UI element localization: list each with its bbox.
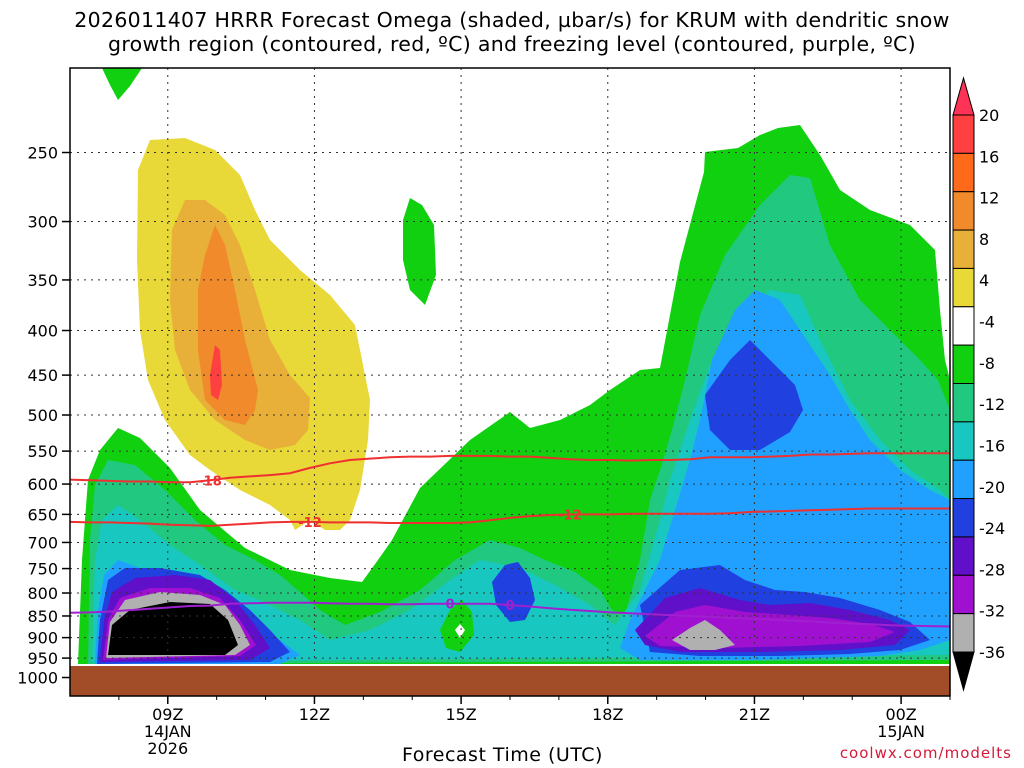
shade-pos16 <box>210 345 222 400</box>
y-tick-label: 850 <box>27 607 58 626</box>
y-axis: 250 300 350 400 450 500 550 600 650 700 750 800 850 9… <box>17 144 70 688</box>
colorbar-label: -12 <box>979 395 1005 414</box>
y-tick-label: 1000 <box>17 669 58 688</box>
contours: -18 -12 -12 0 0 <box>69 452 951 628</box>
chart-title-line2: growth region (contoured, red, ºC) and f… <box>108 32 916 56</box>
y-tick-label: 800 <box>27 584 58 603</box>
shade-neg4-topleft <box>102 68 142 100</box>
credit-text: coolwx.com/modelts <box>839 744 1012 762</box>
x-tick-date: 15JAN <box>877 722 925 741</box>
shade-neg4-upper <box>403 198 436 305</box>
colorbar-label: -36 <box>979 643 1005 662</box>
y-tick-label: 500 <box>27 406 58 425</box>
y-tick-label: 650 <box>27 505 58 524</box>
colorbar-label: 16 <box>979 147 999 166</box>
omega-shading <box>70 68 950 696</box>
colorbar-label: 4 <box>979 271 989 290</box>
colorbar-label: -20 <box>979 478 1005 497</box>
grid <box>70 68 950 661</box>
contour-line <box>69 601 951 628</box>
colorbar-band <box>952 536 975 576</box>
colorbar-label: 20 <box>979 106 999 125</box>
colorbar-band <box>952 152 975 193</box>
shade-neg36-gray-right <box>672 620 735 650</box>
contour-label: 0 <box>505 599 514 614</box>
y-tick-label: 250 <box>27 144 58 163</box>
colorbar-band <box>952 306 975 346</box>
y-tick-label: 700 <box>27 533 58 552</box>
colorbar-label: -24 <box>979 519 1005 538</box>
shade-neg20-right <box>705 340 803 450</box>
colorbar-band <box>952 191 975 231</box>
colorbar-band <box>952 267 975 308</box>
shade-black-left <box>108 602 238 655</box>
x-tick-label: 21Z <box>739 705 770 724</box>
colorbar-label: -16 <box>979 436 1005 455</box>
colorbar-label: -28 <box>979 560 1005 579</box>
y-tick-label: 950 <box>27 649 58 668</box>
contour-label: 0 <box>445 598 454 613</box>
colorbar-band <box>952 229 975 269</box>
colorbar-label: 8 <box>979 230 989 249</box>
x-tick-year: 2026 <box>147 739 188 758</box>
colorbar-label: -4 <box>979 313 995 332</box>
chart-title-line1: 2026011407 HRRR Forecast Omega (shaded, … <box>74 8 950 32</box>
colorbar: 20 16 12 8 4 -4 -8 -12 -16 -20 -24 -28 -32 -36 <box>952 76 1005 692</box>
colorbar-band <box>952 613 975 653</box>
y-tick-label: 550 <box>27 442 58 461</box>
y-tick-label: 450 <box>27 366 58 385</box>
colorbar-band <box>952 114 975 154</box>
colorbar-band <box>952 459 975 500</box>
contour-label: -18 <box>198 474 222 489</box>
colorbar-band <box>952 498 975 538</box>
chart-title: 2026011407 HRRR Forecast Omega (shaded, … <box>0 8 1024 56</box>
x-tick-label: 12Z <box>299 705 330 724</box>
x-tick-label: 18Z <box>592 705 623 724</box>
colorbar-band <box>952 383 975 423</box>
y-tick-label: 750 <box>27 560 58 579</box>
x-tick-label: 00Z <box>885 705 916 724</box>
contour-line <box>69 507 950 527</box>
colorbar-label: -8 <box>979 354 995 373</box>
shade-mid-green-blob <box>440 600 474 652</box>
colorbar-band <box>952 574 975 615</box>
colorbar-label: -32 <box>979 602 1005 621</box>
contour-label: -12 <box>558 508 582 523</box>
colorbar-top-arrow <box>952 76 975 116</box>
x-tick-label: 09Z <box>152 705 183 724</box>
shade-mid-white-dot <box>455 624 465 638</box>
colorbar-band <box>952 344 975 384</box>
contour-label: -12 <box>298 516 322 531</box>
colorbar-label: 12 <box>979 189 999 208</box>
y-tick-label: 600 <box>27 475 58 494</box>
ground-layer <box>70 664 950 696</box>
x-tick-label: 15Z <box>445 705 476 724</box>
y-tick-label: 900 <box>27 629 58 648</box>
colorbar-bottom-arrow <box>952 651 975 692</box>
y-tick-label: 350 <box>27 271 58 290</box>
x-axis-label: Forecast Time (UTC) <box>402 744 603 766</box>
x-tick-date: 14JAN <box>144 722 192 741</box>
y-tick-label: 400 <box>27 322 58 341</box>
colorbar-band <box>952 421 975 461</box>
contour-line <box>69 452 950 484</box>
y-tick-label: 300 <box>27 213 58 232</box>
